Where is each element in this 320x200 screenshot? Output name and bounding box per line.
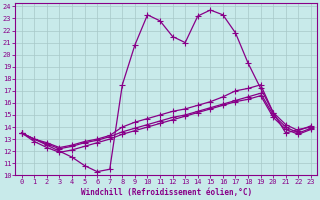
X-axis label: Windchill (Refroidissement éolien,°C): Windchill (Refroidissement éolien,°C): [81, 188, 252, 197]
